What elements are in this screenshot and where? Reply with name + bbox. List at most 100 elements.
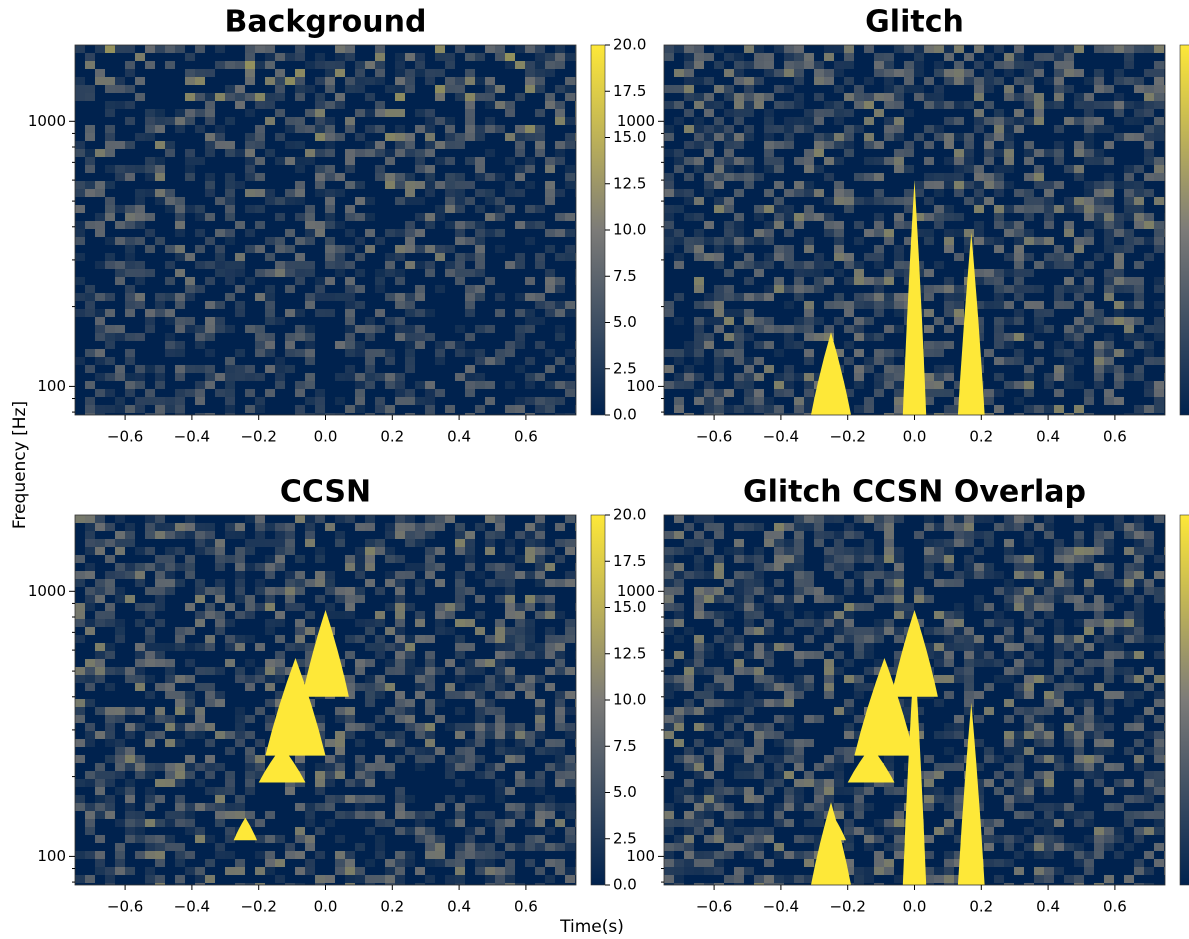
spectrogram-cell xyxy=(714,61,724,69)
spectrogram-cell xyxy=(1084,603,1094,611)
spectrogram-cell xyxy=(525,237,535,245)
spectrogram-cell xyxy=(255,643,265,651)
spectrogram-cell xyxy=(125,539,135,547)
spectrogram-cell xyxy=(525,555,535,563)
spectrogram-cell xyxy=(95,851,105,859)
spectrogram-cell xyxy=(1044,181,1054,189)
spectrogram-cell xyxy=(175,643,185,651)
spectrogram-cell xyxy=(105,141,115,149)
spectrogram-cell xyxy=(505,603,515,611)
spectrogram-cell xyxy=(844,659,854,667)
spectrogram-cell xyxy=(315,851,325,859)
spectrogram-cell xyxy=(1054,843,1064,851)
spectrogram-cell xyxy=(465,851,475,859)
spectrogram-cell xyxy=(285,547,295,555)
spectrogram-cell xyxy=(265,61,275,69)
spectrogram-cell xyxy=(984,779,994,787)
spectrogram-cell xyxy=(1054,699,1064,707)
spectrogram-cell xyxy=(445,875,455,883)
spectrogram-cell xyxy=(205,93,215,101)
spectrogram-cell xyxy=(195,365,205,373)
spectrogram-cell xyxy=(714,245,724,253)
spectrogram-cell xyxy=(395,69,405,77)
spectrogram-cell xyxy=(535,651,545,659)
spectrogram-cell xyxy=(435,69,445,77)
spectrogram-cell xyxy=(744,651,754,659)
spectrogram-cell xyxy=(1034,181,1044,189)
y-tick-label: 1000 xyxy=(28,582,66,600)
spectrogram-cell xyxy=(265,333,275,341)
spectrogram-cell xyxy=(1064,547,1074,555)
spectrogram-cell xyxy=(814,165,824,173)
spectrogram-cell xyxy=(375,819,385,827)
spectrogram-cell xyxy=(664,803,674,811)
spectrogram-cell xyxy=(515,619,525,627)
spectrogram-cell xyxy=(535,261,545,269)
spectrogram-cell xyxy=(684,851,694,859)
spectrogram-cell xyxy=(305,803,315,811)
x-tick-label: 0.6 xyxy=(514,428,538,446)
spectrogram-cell xyxy=(265,317,275,325)
spectrogram-cell xyxy=(804,53,814,61)
spectrogram-cell xyxy=(125,373,135,381)
spectrogram-cell xyxy=(984,101,994,109)
spectrogram-cell xyxy=(205,739,215,747)
spectrogram-cell xyxy=(465,795,475,803)
spectrogram-cell xyxy=(195,611,205,619)
spectrogram-cell xyxy=(525,413,535,421)
spectrogram-cell xyxy=(205,117,215,125)
spectrogram-cell xyxy=(704,333,714,341)
spectrogram-cell xyxy=(1034,739,1044,747)
spectrogram-cell xyxy=(495,635,505,643)
spectrogram-cell xyxy=(365,547,375,555)
spectrogram-cell xyxy=(754,811,764,819)
spectrogram-cell xyxy=(115,747,125,755)
spectrogram-cell xyxy=(714,157,724,165)
spectrogram-cell xyxy=(1024,301,1034,309)
spectrogram-cell xyxy=(525,277,535,285)
spectrogram-cell xyxy=(195,835,205,843)
spectrogram-cell xyxy=(1004,627,1014,635)
spectrogram-cell xyxy=(145,45,155,53)
spectrogram-cell xyxy=(724,827,734,835)
spectrogram-cell xyxy=(674,157,684,165)
spectrogram-cell xyxy=(944,691,954,699)
spectrogram-cell xyxy=(525,779,535,787)
spectrogram-cell xyxy=(555,157,565,165)
spectrogram-cell xyxy=(1094,523,1104,531)
spectrogram-cell xyxy=(784,699,794,707)
spectrogram-cell xyxy=(265,667,275,675)
spectrogram-cell xyxy=(355,373,365,381)
spectrogram-cell xyxy=(405,365,415,373)
spectrogram-cell xyxy=(505,747,515,755)
spectrogram-cell xyxy=(115,755,125,763)
spectrogram-cell xyxy=(994,117,1004,125)
spectrogram-cell xyxy=(1044,53,1054,61)
spectrogram-cell xyxy=(425,547,435,555)
spectrogram-cell xyxy=(744,555,754,563)
spectrogram-cell xyxy=(135,381,145,389)
spectrogram-cell xyxy=(475,261,485,269)
spectrogram-cell xyxy=(375,141,385,149)
spectrogram-cell xyxy=(714,787,724,795)
spectrogram-cell xyxy=(1094,349,1104,357)
spectrogram-cell xyxy=(565,245,575,253)
spectrogram-cell xyxy=(884,619,894,627)
spectrogram-cell xyxy=(834,635,844,643)
spectrogram-cell xyxy=(1004,205,1014,213)
spectrogram-cell xyxy=(834,611,844,619)
spectrogram-cell xyxy=(1004,699,1014,707)
spectrogram-cell xyxy=(784,373,794,381)
spectrogram-cell xyxy=(535,69,545,77)
spectrogram-cell xyxy=(345,859,355,867)
spectrogram-cell xyxy=(465,269,475,277)
spectrogram-cell xyxy=(305,293,315,301)
spectrogram-cell xyxy=(405,325,415,333)
spectrogram-cell xyxy=(525,571,535,579)
spectrogram-cell xyxy=(874,627,884,635)
spectrogram-cell xyxy=(85,563,95,571)
spectrogram-cell xyxy=(135,93,145,101)
spectrogram-cell xyxy=(1074,619,1084,627)
spectrogram-cell xyxy=(565,309,575,317)
spectrogram-cell xyxy=(1164,699,1174,707)
